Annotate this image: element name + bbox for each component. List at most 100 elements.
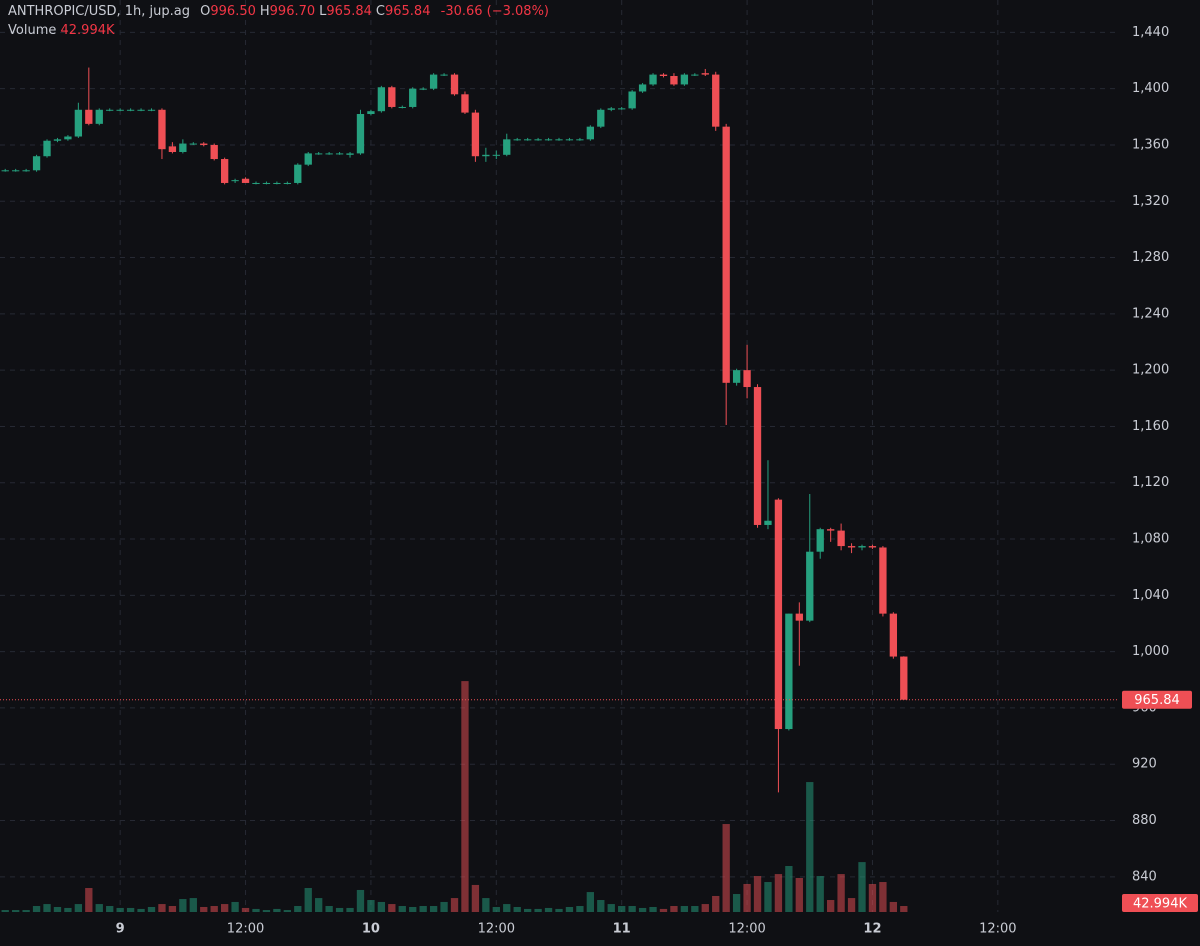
candle-body (43, 140, 51, 157)
volume-bar (482, 898, 490, 912)
legend: ANTHROPIC/USD, 1h, jup.ag O996.50 H996.70… (8, 2, 549, 40)
volume-bar (137, 908, 145, 912)
volume-bar (273, 908, 281, 912)
candle-body (659, 74, 668, 76)
candle-body (753, 387, 762, 525)
volume-bar (106, 906, 114, 912)
volume-bar (1, 910, 9, 912)
candle-body (64, 136, 72, 140)
candle-body (503, 139, 511, 155)
candle-body (367, 111, 375, 114)
volume-bar (597, 900, 605, 912)
volume-bar (53, 906, 62, 912)
candle-body (179, 143, 187, 152)
volume-bar (158, 904, 166, 912)
x-tick-label: 12:00 (728, 922, 765, 937)
volume-bar (450, 898, 459, 912)
volume-bar (900, 906, 908, 912)
volume-bar (220, 904, 229, 912)
volume-bar (22, 910, 30, 912)
volume-bar (85, 888, 93, 912)
candle-body (440, 74, 448, 76)
volume-bar (346, 907, 354, 912)
candle-body (795, 613, 803, 621)
candle-body (356, 114, 365, 154)
volume-bar (837, 874, 845, 912)
x-tick-label: 10 (362, 922, 380, 937)
candle-body (189, 143, 197, 145)
y-tick-label: 1,120 (1132, 475, 1169, 490)
x-tick-label: 9 (116, 922, 125, 937)
candle-body (513, 139, 521, 141)
volume-bar (607, 904, 615, 912)
candle-body (586, 126, 595, 140)
candle-body (429, 74, 438, 89)
volume-bar (680, 906, 689, 912)
candle-body (262, 182, 271, 184)
candle-body (858, 546, 866, 548)
candle-body (544, 139, 553, 141)
ohlc-key: L (319, 4, 327, 19)
candle-body (32, 156, 41, 171)
legend-row: Volume 42.994K (8, 21, 549, 40)
candle-body (837, 530, 845, 547)
volume-bar (398, 906, 406, 912)
y-tick-label: 1,200 (1132, 363, 1169, 378)
x-tick-label: 12:00 (227, 922, 264, 937)
volume-bar (764, 882, 772, 912)
candle-body (764, 520, 772, 525)
volume-bar (116, 907, 124, 912)
volume-bar (889, 901, 898, 912)
candle-body (691, 74, 699, 76)
y-tick-label: 880 (1132, 813, 1157, 828)
candle-body (701, 73, 709, 75)
volume-bar (461, 681, 469, 912)
volume-bar (503, 904, 511, 912)
volume-bar (388, 904, 396, 912)
volume-bar (179, 899, 187, 912)
y-tick-label: 1,240 (1132, 306, 1169, 321)
ohlc-value: 996.70 (269, 4, 316, 19)
candle-body (116, 109, 124, 111)
candle-body (168, 146, 177, 152)
candle-body (126, 109, 135, 111)
volume-bar (795, 877, 803, 912)
volume-bar (628, 906, 636, 912)
candle-body (252, 182, 260, 184)
volume-bar (858, 862, 866, 912)
volume-bar (523, 908, 532, 912)
volume-bar (743, 883, 751, 912)
volume-bar (429, 906, 438, 912)
volume-bar (816, 876, 824, 912)
candle-body (241, 178, 250, 183)
candle-body (879, 547, 887, 614)
candle-body (461, 94, 469, 113)
volume-bar (722, 824, 730, 912)
volume-bar (43, 904, 51, 912)
volume-bar (95, 904, 103, 912)
ohlc-value: 996.50 (210, 4, 256, 19)
candle-body (85, 109, 93, 124)
volume-bar (618, 906, 626, 912)
volume-bar (74, 904, 83, 912)
candle-body (377, 87, 386, 112)
candle-body (220, 159, 229, 183)
volume-bar (419, 906, 427, 912)
last-volume-box (1122, 894, 1198, 912)
candle-body (670, 76, 678, 85)
volume-bar (827, 900, 835, 912)
volume-bar (732, 894, 741, 912)
ohlc-key: C (375, 4, 385, 19)
volume-bar (440, 901, 448, 912)
candle-body (210, 144, 218, 160)
volume-bar (691, 906, 699, 912)
volume-bar (712, 895, 720, 912)
candle-body (304, 153, 312, 165)
volume-bar (189, 898, 197, 912)
volume-bar (586, 892, 595, 912)
x-tick-label: 12:00 (979, 922, 1016, 937)
legend-row: ANTHROPIC/USD, 1h, jup.ag O996.50 H996.70… (8, 2, 549, 21)
volume-bar (868, 883, 877, 912)
y-tick-label: 1,040 (1132, 588, 1169, 603)
